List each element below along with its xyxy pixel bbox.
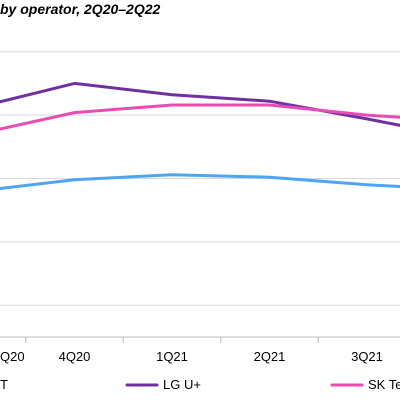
series-line-2 <box>0 173 400 191</box>
x-tick-label: 3Q21 <box>351 349 383 364</box>
gridlines <box>0 51 400 306</box>
legend: T LG U+ SK Te <box>0 377 400 392</box>
x-tick-label: 1Q21 <box>156 349 188 364</box>
chart-title: by operator, 2Q20–2Q22 <box>0 1 161 17</box>
x-tick-label: 4Q20 <box>59 349 91 364</box>
x-tick-label: Q20 <box>0 349 25 364</box>
series-line-0 <box>0 81 400 127</box>
x-tick-label: 2Q21 <box>254 349 286 364</box>
series-line-1 <box>0 103 400 131</box>
x-axis <box>0 336 400 343</box>
legend-label-2: SK Te <box>368 377 400 392</box>
legend-label-0: T <box>0 377 8 392</box>
legend-label-1: LG U+ <box>163 377 201 392</box>
series-lines <box>0 81 400 191</box>
x-tick-labels: Q204Q201Q212Q213Q214Q21 <box>0 349 383 364</box>
